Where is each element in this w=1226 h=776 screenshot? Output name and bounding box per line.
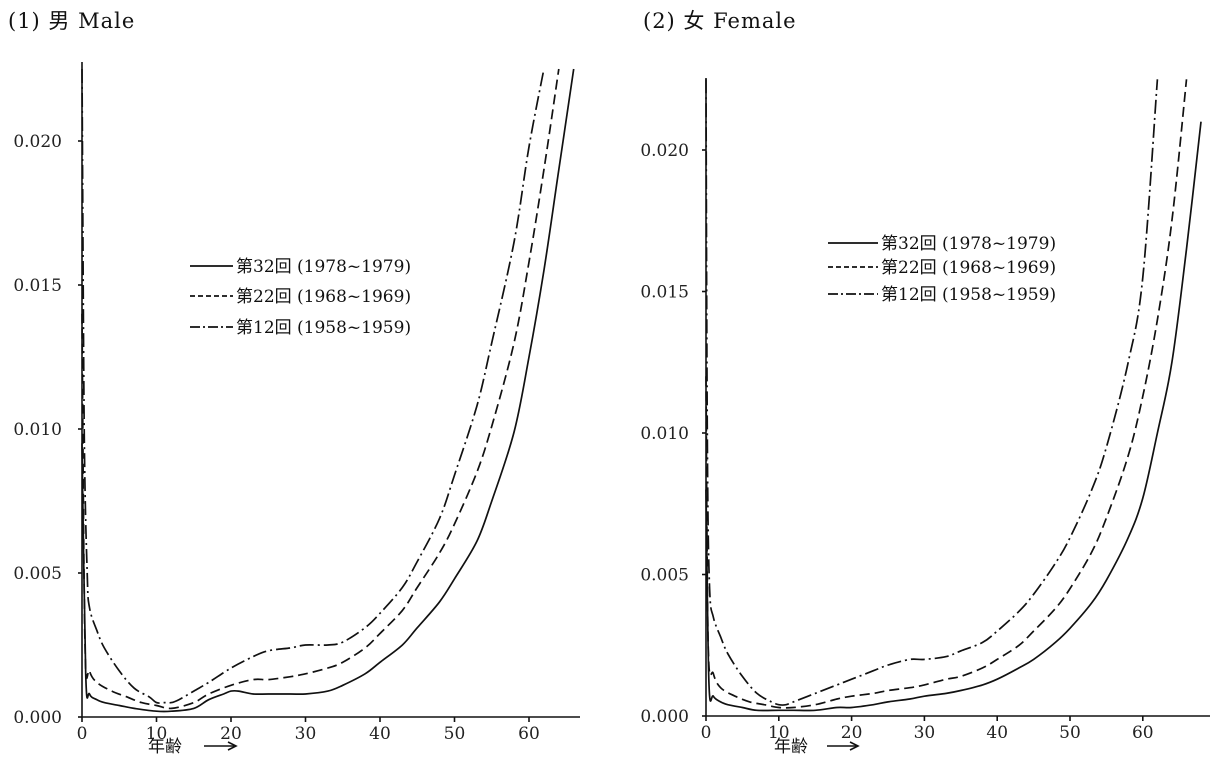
x-tick-label: 20: [841, 723, 863, 743]
x-tick-label: 10: [768, 723, 790, 743]
x-tick-label: 20: [220, 724, 242, 744]
series-line-3: [81, 68, 545, 704]
legend-label-2: 第22回 (1968~1969): [236, 287, 411, 307]
x-tick-label: 40: [369, 724, 391, 744]
series-line-1: [81, 68, 575, 713]
x-tick-label: 40: [986, 723, 1008, 743]
y-tick-label: 0.005: [640, 566, 689, 586]
x-tick-label: 30: [914, 723, 936, 743]
series-line-2: [705, 79, 1188, 709]
x-tick-label: 0: [77, 724, 88, 744]
x-axis-label: 年齢: [774, 737, 808, 757]
y-tick-label: 0.000: [640, 707, 689, 727]
y-tick-label: 0.010: [640, 424, 689, 444]
legend-label-2: 第22回 (1968~1969): [881, 258, 1056, 278]
series-line-3: [705, 79, 1159, 706]
x-tick-label: 0: [701, 723, 712, 743]
series-line-1: [705, 121, 1202, 712]
x-tick-label: 60: [1132, 723, 1154, 743]
legend-label-3: 第12回 (1958~1959): [236, 318, 411, 338]
legend-label-1: 第32回 (1978~1979): [881, 234, 1056, 254]
x-tick-label: 50: [1059, 723, 1081, 743]
x-tick-label: 30: [295, 724, 317, 744]
y-tick-label: 0.015: [640, 283, 689, 303]
y-tick-label: 0.015: [13, 276, 62, 296]
y-tick-label: 0.020: [13, 132, 62, 152]
x-tick-label: 60: [518, 724, 540, 744]
y-tick-label: 0.005: [13, 564, 62, 584]
chart-title: (2) 女 Female: [643, 9, 797, 33]
chart-panel-1: (1) 男 Male 0.000 0.005 0.010 0.015 0.020 0 10 20…: [8, 9, 580, 757]
legend-label-1: 第32回 (1978~1979): [236, 257, 411, 277]
x-axis-arrow-icon: [227, 741, 238, 751]
x-axis-label: 年齢: [148, 737, 182, 757]
chart-panel-2: (2) 女 Female 0.000 0.005 0.010 0.015 0.020 0 10…: [640, 9, 1210, 757]
x-tick-label: 10: [146, 724, 168, 744]
legend-label-3: 第12回 (1958~1959): [881, 285, 1056, 305]
y-tick-label: 0.010: [13, 420, 62, 440]
series-line-2: [81, 68, 560, 710]
y-tick-label: 0.020: [640, 141, 689, 161]
chart-title: (1) 男 Male: [8, 9, 135, 33]
y-tick-label: 0.000: [13, 708, 62, 728]
x-axis-arrow-icon: [849, 741, 860, 751]
x-tick-label: 50: [444, 724, 466, 744]
